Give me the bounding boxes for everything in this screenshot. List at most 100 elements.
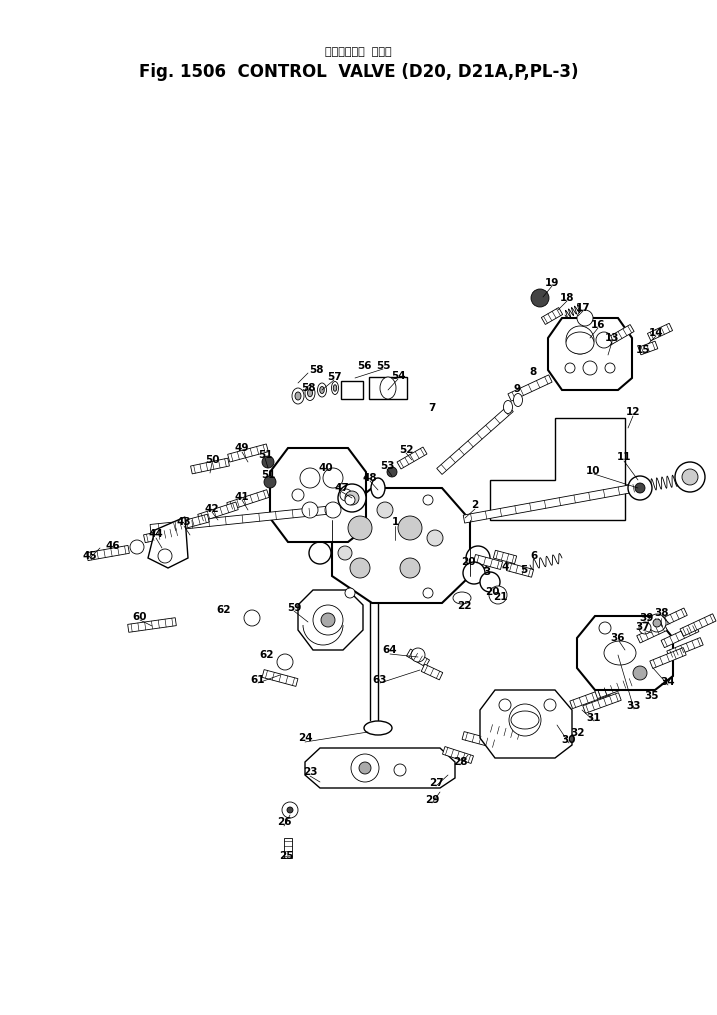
Text: 41: 41 <box>234 492 250 502</box>
Circle shape <box>565 363 575 373</box>
Circle shape <box>628 476 652 500</box>
Ellipse shape <box>308 389 313 397</box>
Text: 7: 7 <box>428 403 436 413</box>
Circle shape <box>345 588 355 598</box>
Polygon shape <box>657 608 688 628</box>
Circle shape <box>387 467 397 477</box>
Polygon shape <box>570 687 610 708</box>
Ellipse shape <box>333 385 337 391</box>
Circle shape <box>282 802 298 818</box>
Polygon shape <box>650 648 686 669</box>
Circle shape <box>682 469 698 485</box>
Polygon shape <box>637 623 668 642</box>
Text: 18: 18 <box>560 293 574 303</box>
Circle shape <box>302 502 318 518</box>
Polygon shape <box>583 693 621 714</box>
Text: 40: 40 <box>318 463 333 473</box>
Text: 15: 15 <box>636 345 650 355</box>
Text: 20: 20 <box>461 557 475 567</box>
Text: 14: 14 <box>649 328 663 338</box>
Text: 17: 17 <box>576 303 590 313</box>
Ellipse shape <box>295 392 301 400</box>
Text: 25: 25 <box>279 851 293 861</box>
Ellipse shape <box>320 387 324 394</box>
Ellipse shape <box>305 386 315 401</box>
Text: 13: 13 <box>604 333 619 343</box>
Ellipse shape <box>318 383 326 397</box>
Text: 6: 6 <box>531 551 538 561</box>
Polygon shape <box>369 377 407 399</box>
Text: 36: 36 <box>611 633 625 642</box>
Text: 19: 19 <box>545 278 559 288</box>
Circle shape <box>599 622 611 634</box>
Ellipse shape <box>371 478 385 498</box>
Text: 58: 58 <box>300 383 315 393</box>
Polygon shape <box>647 324 673 341</box>
Circle shape <box>313 605 343 635</box>
Ellipse shape <box>566 332 594 354</box>
Ellipse shape <box>380 377 396 399</box>
Polygon shape <box>422 664 443 680</box>
Circle shape <box>340 489 352 501</box>
Circle shape <box>300 468 320 488</box>
Polygon shape <box>595 677 635 698</box>
Circle shape <box>348 516 372 540</box>
Circle shape <box>398 516 422 540</box>
Ellipse shape <box>453 592 471 604</box>
Circle shape <box>158 549 172 563</box>
Polygon shape <box>148 517 188 568</box>
Circle shape <box>277 654 293 670</box>
Text: 64: 64 <box>383 645 397 655</box>
Polygon shape <box>227 489 269 511</box>
Text: 23: 23 <box>303 767 317 777</box>
Polygon shape <box>493 550 517 563</box>
Circle shape <box>394 764 406 776</box>
Circle shape <box>359 762 371 774</box>
Text: 53: 53 <box>380 461 394 471</box>
Polygon shape <box>332 488 470 603</box>
Text: 26: 26 <box>277 817 291 827</box>
Text: 30: 30 <box>561 735 576 745</box>
Text: 2: 2 <box>471 500 479 510</box>
Text: 4: 4 <box>501 562 508 572</box>
Circle shape <box>531 289 549 307</box>
Polygon shape <box>150 505 335 533</box>
Circle shape <box>583 361 597 375</box>
Circle shape <box>309 542 331 564</box>
Text: 28: 28 <box>452 757 467 767</box>
Text: 61: 61 <box>251 675 265 685</box>
Polygon shape <box>437 406 513 474</box>
Ellipse shape <box>503 401 513 413</box>
Text: 3: 3 <box>483 567 490 577</box>
Polygon shape <box>341 381 363 399</box>
Circle shape <box>509 704 541 736</box>
Circle shape <box>423 495 433 505</box>
Circle shape <box>345 495 355 505</box>
Circle shape <box>639 622 651 634</box>
Circle shape <box>130 540 144 554</box>
Text: 42: 42 <box>204 504 219 514</box>
Circle shape <box>596 332 612 348</box>
Text: 62: 62 <box>260 650 274 660</box>
Polygon shape <box>638 341 657 355</box>
Text: 44: 44 <box>148 529 163 539</box>
Circle shape <box>323 468 343 488</box>
Circle shape <box>377 502 393 518</box>
Text: 59: 59 <box>287 603 301 613</box>
Text: 52: 52 <box>399 445 413 455</box>
Circle shape <box>262 456 274 468</box>
Polygon shape <box>284 838 292 858</box>
Text: 54: 54 <box>391 371 405 381</box>
Circle shape <box>427 530 443 546</box>
Polygon shape <box>473 554 503 569</box>
Text: 50: 50 <box>205 455 219 465</box>
Polygon shape <box>661 624 699 648</box>
Circle shape <box>292 489 304 501</box>
Polygon shape <box>506 562 533 578</box>
Polygon shape <box>191 458 229 474</box>
Polygon shape <box>541 308 563 325</box>
Text: 34: 34 <box>660 677 675 687</box>
Circle shape <box>466 546 490 570</box>
Circle shape <box>653 619 661 627</box>
Circle shape <box>577 310 593 326</box>
